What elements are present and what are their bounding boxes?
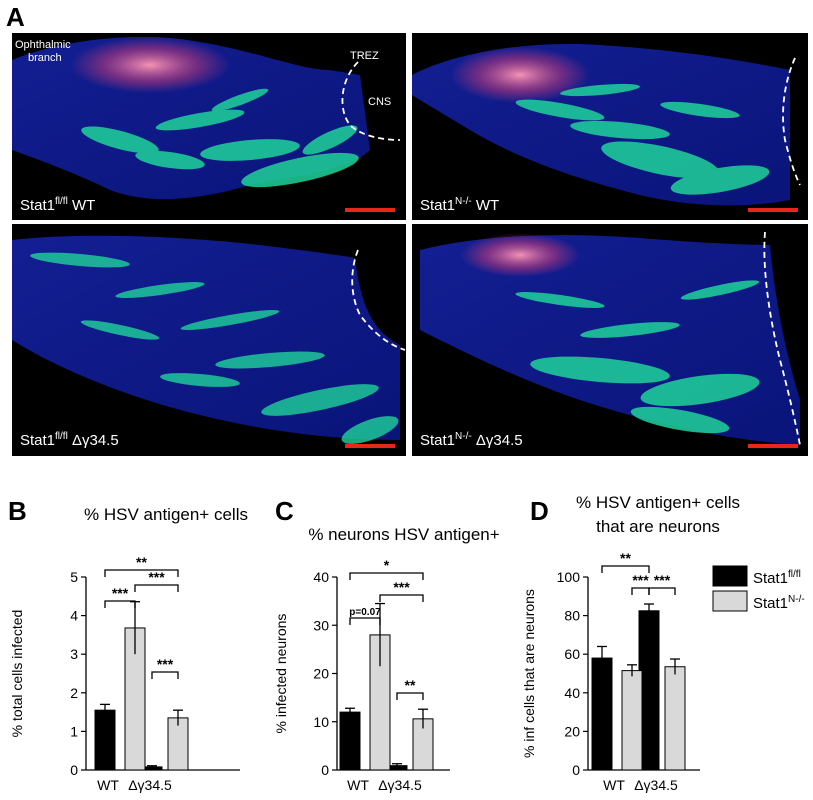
panel-letter-c: C xyxy=(275,496,294,526)
legend: Stat1fl/fl Stat1N-/- xyxy=(712,565,805,612)
significance-bracket xyxy=(151,671,179,679)
y-tick-label: 20 xyxy=(564,723,580,739)
significance-bracket xyxy=(631,587,650,595)
bar-charts: B % HSV antigen+ cells 0 1 2 3 4 5 % total cells… xyxy=(8,493,740,793)
y-axis-label: % infected neurons xyxy=(273,614,289,734)
panel-letter-b: B xyxy=(8,496,27,526)
significance-label: ** xyxy=(620,550,631,566)
scale-bar xyxy=(345,444,395,448)
micrograph-stat1-n-d34: Stat1N-/- Δγ34.5 xyxy=(412,224,808,456)
x-tick-label: WT xyxy=(603,777,625,793)
significance-label: ** xyxy=(136,554,147,570)
significance-bracket xyxy=(104,569,179,577)
y-axis-label: % inf cells that are neurons xyxy=(521,589,537,758)
scale-bar xyxy=(748,208,798,212)
y-tick-label: 1 xyxy=(70,723,78,739)
y-tick-label: 80 xyxy=(564,608,580,624)
significance-bracket xyxy=(601,565,650,573)
significance-label: *** xyxy=(654,572,671,588)
y-tick-label: 3 xyxy=(70,646,78,662)
x-tick-label: Δγ34.5 xyxy=(378,777,422,793)
significance-label: *** xyxy=(112,585,129,601)
significance-label: *** xyxy=(157,656,174,672)
image-label-4: Stat1N-/- Δγ34.5 xyxy=(420,431,523,449)
legend-label-flfl: Stat1fl/fl xyxy=(753,569,801,587)
significance-bracket xyxy=(104,600,136,608)
image-label-2: Stat1N-/- WT xyxy=(420,196,499,214)
y-tick-label: 4 xyxy=(70,608,78,624)
annotation-cns: CNS xyxy=(368,96,391,108)
significance-label: *** xyxy=(393,579,410,595)
x-tick-label: Δγ34.5 xyxy=(128,777,172,793)
bar xyxy=(339,711,361,771)
bar xyxy=(94,709,116,771)
chart-title: % neurons HSV antigen+ xyxy=(308,525,499,544)
y-tick-label: 100 xyxy=(557,569,581,585)
micrograph-stat1-flfl-wt: Ophthalmic branch TREZ CNS Stat1fl/fl WT xyxy=(12,33,406,220)
significance-label: ** xyxy=(405,677,416,693)
bar xyxy=(591,657,613,771)
bar xyxy=(167,717,189,771)
y-tick-label: 5 xyxy=(70,569,78,585)
significance-bracket xyxy=(648,587,676,595)
y-tick-label: 30 xyxy=(313,617,329,633)
x-tick-label: Δγ34.5 xyxy=(634,777,678,793)
micrograph-stat1-flfl-d34: Stat1fl/fl Δγ34.5 xyxy=(12,224,406,456)
y-tick-label: 40 xyxy=(313,569,329,585)
y-tick-label: 60 xyxy=(564,646,580,662)
chart-b: B % HSV antigen+ cells 0 1 2 3 4 5 % total cells… xyxy=(8,496,248,793)
chart-d: D % HSV antigen+ cells that are neurons 0 20… xyxy=(521,493,740,793)
legend-label-n: Stat1N-/- xyxy=(753,594,805,612)
scale-bar xyxy=(345,208,395,212)
panel-letter-d: D xyxy=(530,496,549,526)
x-tick-label: WT xyxy=(347,777,369,793)
significance-label: p=0.07 xyxy=(349,607,381,618)
chart-title: % HSV antigen+ cells xyxy=(84,505,248,524)
y-tick-label: 2 xyxy=(70,685,78,701)
bar xyxy=(621,670,643,771)
significance-label: *** xyxy=(632,572,649,588)
chart-c: C % neurons HSV antigen+ 0 10 20 30 40 % infect… xyxy=(273,496,500,793)
legend-swatch-flfl xyxy=(712,565,748,587)
image-label-1: Stat1fl/fl WT xyxy=(20,196,95,214)
y-tick-label: 0 xyxy=(70,762,78,778)
y-axis-label: % total cells infected xyxy=(9,610,25,738)
image-label-3: Stat1fl/fl Δγ34.5 xyxy=(20,431,119,449)
chart-title: that are neurons xyxy=(596,517,720,536)
significance-bracket xyxy=(134,584,179,592)
y-tick-label: 0 xyxy=(572,762,580,778)
chart-title: % HSV antigen+ cells xyxy=(576,493,740,512)
annotation-ophthalmic: Ophthalmic xyxy=(15,39,71,51)
micrograph-stat1-n-wt: Stat1N-/- WT xyxy=(412,33,808,220)
significance-bracket xyxy=(379,594,424,602)
y-tick-label: 0 xyxy=(321,762,329,778)
annotation-trez: TREZ xyxy=(350,50,379,62)
legend-swatch-n xyxy=(712,590,748,612)
scale-bar xyxy=(748,444,798,448)
significance-bracket xyxy=(349,572,424,580)
significance-bracket xyxy=(396,692,424,700)
x-tick-label: WT xyxy=(97,777,119,793)
bar xyxy=(664,666,686,771)
y-tick-label: 40 xyxy=(564,685,580,701)
panel-letter-a: A xyxy=(6,2,25,32)
significance-bracket xyxy=(349,617,381,625)
y-tick-label: 10 xyxy=(313,714,329,730)
significance-label: * xyxy=(384,557,390,573)
y-tick-label: 20 xyxy=(313,666,329,682)
significance-label: *** xyxy=(148,569,165,585)
annotation-branch: branch xyxy=(28,52,62,64)
